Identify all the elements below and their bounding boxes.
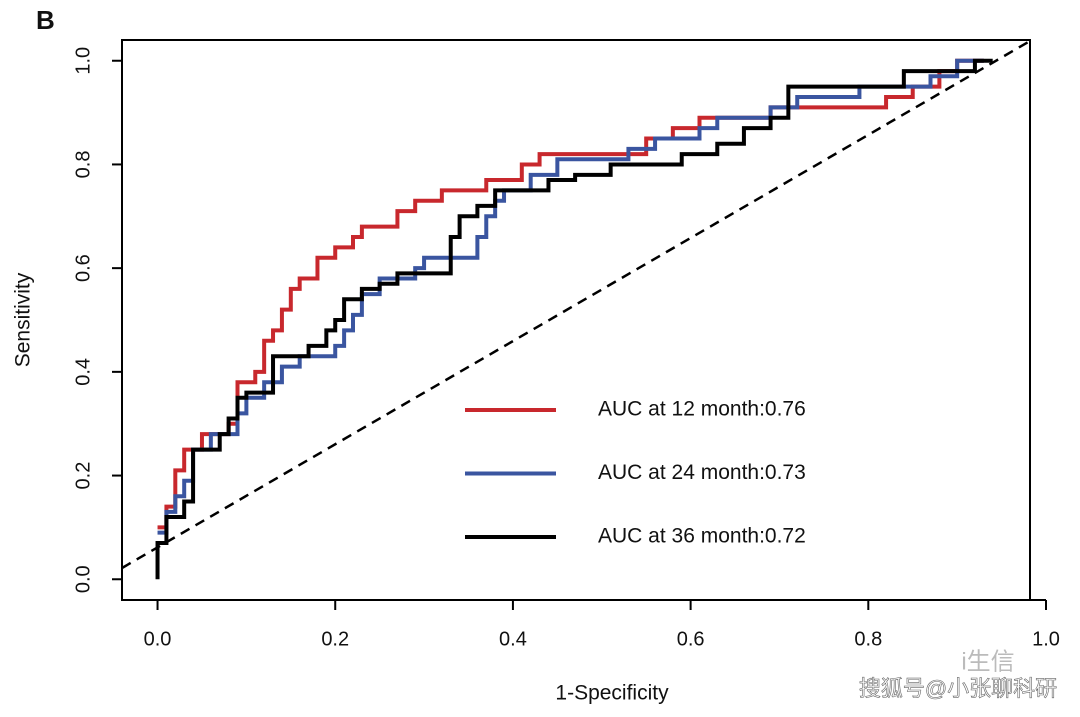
legend-label: AUC at 36 month:0.72 xyxy=(598,525,806,548)
watermark-logo: i生信 xyxy=(961,648,1014,675)
roc-curve xyxy=(157,58,984,535)
x-tick-label: 0.8 xyxy=(854,628,882,650)
y-axis-label: Sensitivity xyxy=(12,272,35,367)
y-tick-label: 0.8 xyxy=(72,151,94,179)
x-tick-label: 0.4 xyxy=(499,628,527,650)
y-tick-label: 1.0 xyxy=(72,47,94,75)
x-tick-label: 1.0 xyxy=(1032,628,1060,650)
x-axis-label: 1-Specificity xyxy=(555,682,669,705)
legend-label: AUC at 12 month:0.76 xyxy=(598,398,806,421)
y-tick-label: 0.0 xyxy=(72,565,94,593)
x-tick-label: 0.6 xyxy=(677,628,705,650)
y-tick-label: 0.4 xyxy=(72,358,94,386)
y-tick-label: 0.6 xyxy=(72,254,94,282)
legend-label: AUC at 24 month:0.73 xyxy=(598,461,806,484)
y-tick-label: 0.2 xyxy=(72,462,94,490)
roc-curve xyxy=(157,58,984,530)
watermark-source: 搜狐号@小张聊科研 xyxy=(859,676,1057,701)
x-tick-label: 0.0 xyxy=(144,628,172,650)
panel-label: B xyxy=(36,5,55,35)
reference-diagonal xyxy=(122,40,1031,570)
plot-box xyxy=(121,39,1031,601)
roc-curve xyxy=(155,58,993,580)
x-tick-label: 0.2 xyxy=(321,628,349,650)
